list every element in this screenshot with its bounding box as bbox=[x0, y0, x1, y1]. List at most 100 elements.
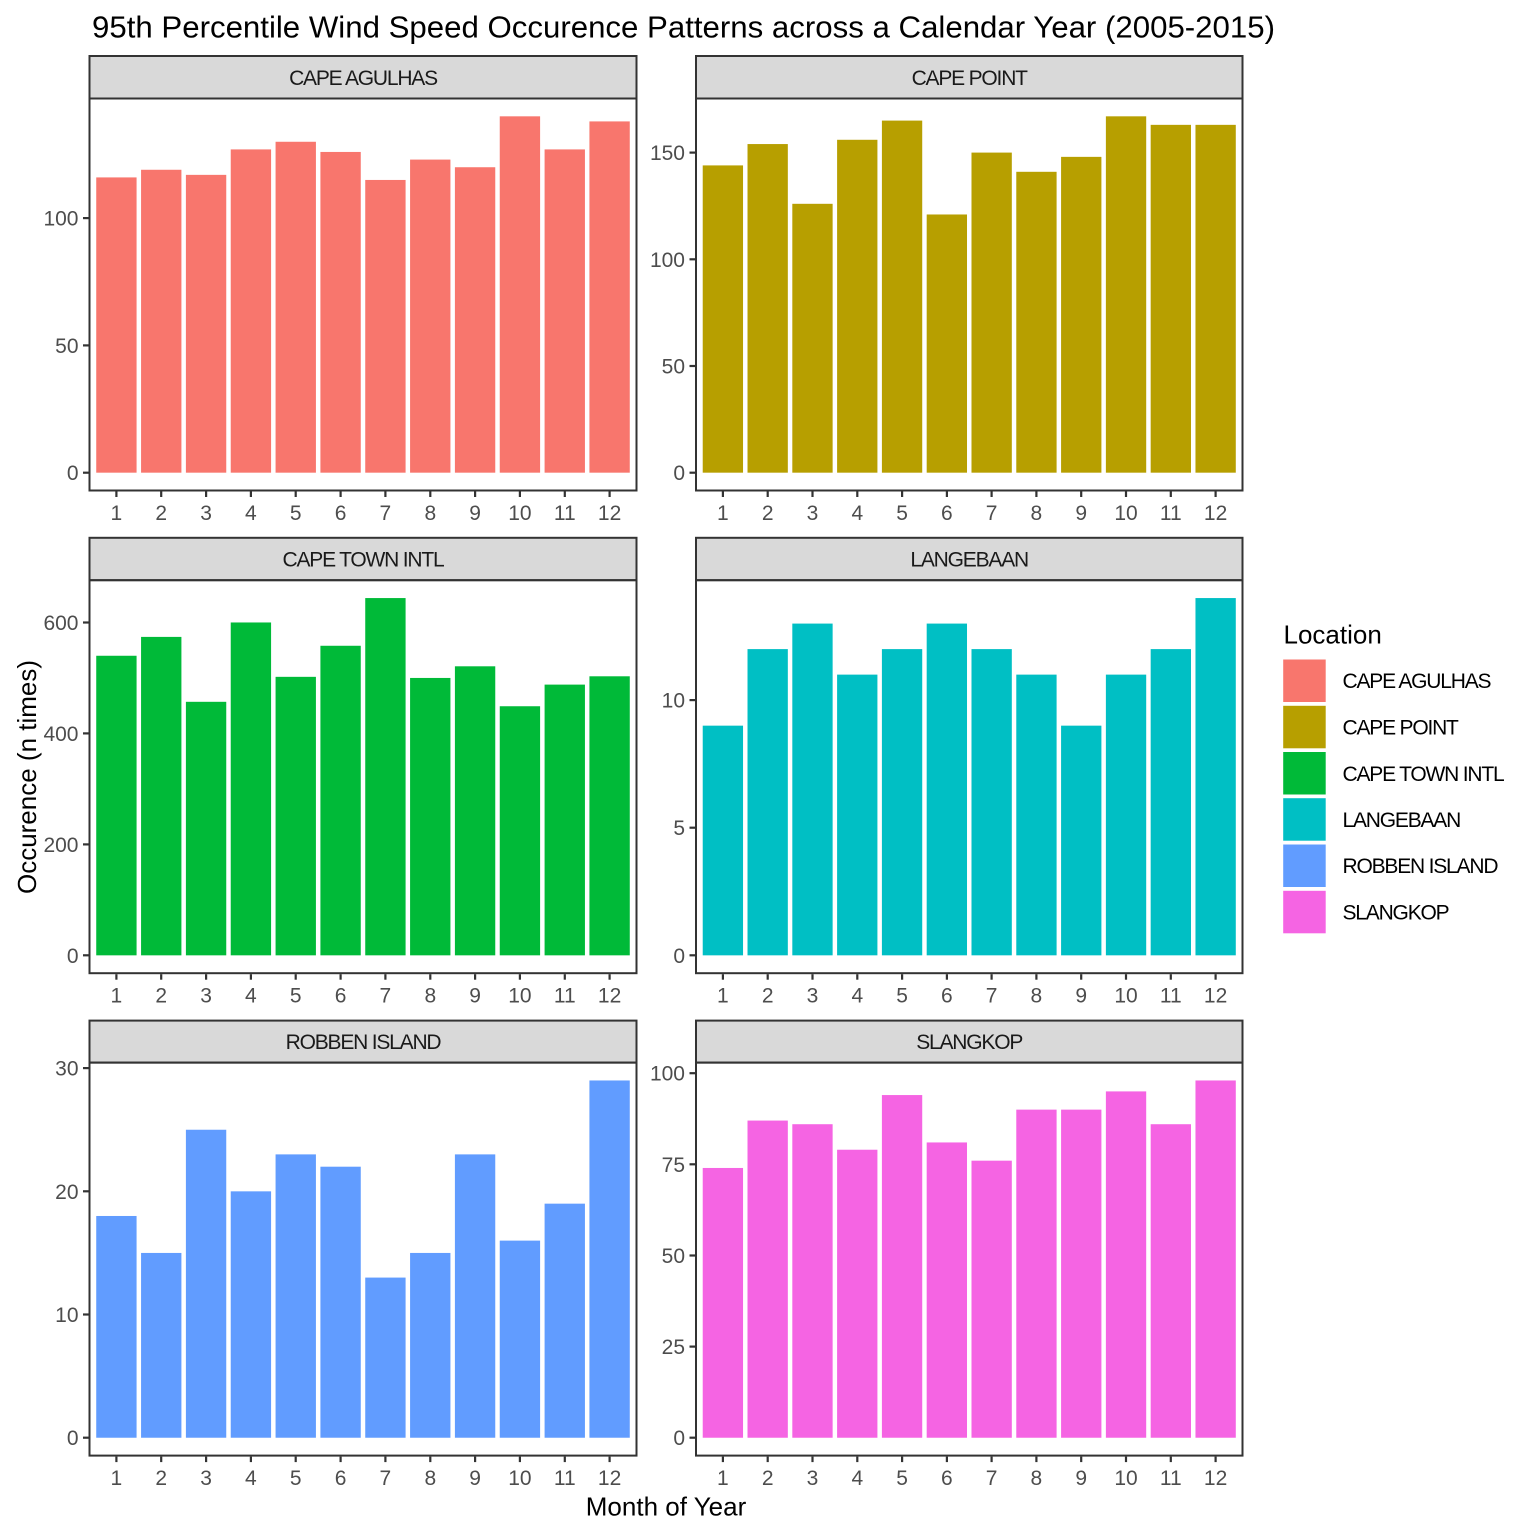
svg-text:11: 11 bbox=[554, 985, 576, 1008]
svg-text:7: 7 bbox=[986, 502, 998, 525]
svg-text:10: 10 bbox=[508, 985, 531, 1008]
svg-text:CAPE POINT: CAPE POINT bbox=[1343, 717, 1460, 740]
svg-text:8: 8 bbox=[1031, 502, 1043, 525]
svg-text:3: 3 bbox=[200, 1467, 212, 1490]
svg-text:6: 6 bbox=[941, 985, 953, 1008]
svg-text:150: 150 bbox=[650, 142, 685, 165]
svg-text:8: 8 bbox=[1031, 985, 1043, 1008]
svg-text:5: 5 bbox=[673, 817, 685, 840]
svg-text:600: 600 bbox=[43, 612, 78, 635]
svg-text:8: 8 bbox=[1031, 1467, 1043, 1490]
svg-text:5: 5 bbox=[290, 1467, 302, 1490]
svg-text:400: 400 bbox=[43, 723, 78, 746]
svg-text:12: 12 bbox=[1204, 1467, 1227, 1490]
svg-text:10: 10 bbox=[508, 1467, 531, 1490]
svg-text:0: 0 bbox=[673, 462, 685, 485]
svg-text:LANGEBAAN: LANGEBAAN bbox=[910, 549, 1028, 572]
svg-text:7: 7 bbox=[380, 985, 392, 1008]
svg-text:5: 5 bbox=[290, 985, 302, 1008]
svg-text:SLANGKOP: SLANGKOP bbox=[916, 1031, 1022, 1054]
svg-text:10: 10 bbox=[1114, 1467, 1137, 1490]
svg-text:4: 4 bbox=[245, 1467, 257, 1490]
svg-text:4: 4 bbox=[851, 985, 863, 1008]
svg-text:11: 11 bbox=[1160, 502, 1182, 525]
svg-text:5: 5 bbox=[290, 502, 302, 525]
svg-text:6: 6 bbox=[941, 1467, 953, 1490]
svg-text:100: 100 bbox=[650, 1063, 685, 1086]
svg-text:11: 11 bbox=[554, 1467, 576, 1490]
svg-text:ROBBEN ISLAND: ROBBEN ISLAND bbox=[286, 1031, 442, 1054]
svg-text:4: 4 bbox=[851, 1467, 863, 1490]
svg-text:9: 9 bbox=[1075, 1467, 1087, 1490]
svg-text:5: 5 bbox=[896, 502, 908, 525]
svg-text:LANGEBAAN: LANGEBAAN bbox=[1343, 809, 1461, 832]
svg-text:2: 2 bbox=[155, 1467, 167, 1490]
svg-text:0: 0 bbox=[67, 462, 79, 485]
svg-text:0: 0 bbox=[67, 1427, 79, 1450]
svg-text:12: 12 bbox=[598, 985, 621, 1008]
svg-text:9: 9 bbox=[469, 1467, 481, 1490]
svg-text:6: 6 bbox=[335, 985, 347, 1008]
svg-text:9: 9 bbox=[469, 502, 481, 525]
svg-text:3: 3 bbox=[200, 985, 212, 1008]
svg-text:6: 6 bbox=[335, 502, 347, 525]
svg-text:1: 1 bbox=[717, 985, 729, 1008]
svg-text:Location: Location bbox=[1284, 620, 1382, 650]
svg-text:2: 2 bbox=[155, 985, 167, 1008]
svg-text:12: 12 bbox=[1204, 985, 1227, 1008]
svg-text:50: 50 bbox=[662, 1245, 685, 1268]
svg-text:Occurence (n times): Occurence (n times) bbox=[12, 660, 42, 894]
svg-text:20: 20 bbox=[55, 1181, 78, 1204]
svg-text:10: 10 bbox=[1114, 985, 1137, 1008]
svg-text:10: 10 bbox=[662, 690, 685, 713]
svg-text:0: 0 bbox=[673, 1427, 685, 1450]
svg-text:25: 25 bbox=[662, 1336, 685, 1359]
svg-text:9: 9 bbox=[469, 985, 481, 1008]
svg-text:8: 8 bbox=[424, 1467, 436, 1490]
svg-text:SLANGKOP: SLANGKOP bbox=[1343, 902, 1449, 925]
svg-text:11: 11 bbox=[1160, 985, 1182, 1008]
svg-text:7: 7 bbox=[380, 1467, 392, 1490]
svg-text:7: 7 bbox=[380, 502, 392, 525]
svg-text:1: 1 bbox=[111, 985, 123, 1008]
svg-text:CAPE TOWN INTL: CAPE TOWN INTL bbox=[283, 549, 444, 572]
svg-text:5: 5 bbox=[896, 1467, 908, 1490]
svg-text:8: 8 bbox=[424, 985, 436, 1008]
svg-text:6: 6 bbox=[941, 502, 953, 525]
svg-text:3: 3 bbox=[807, 1467, 819, 1490]
svg-text:8: 8 bbox=[424, 502, 436, 525]
svg-text:50: 50 bbox=[55, 335, 78, 358]
svg-text:200: 200 bbox=[43, 834, 78, 857]
svg-text:5: 5 bbox=[896, 985, 908, 1008]
svg-text:100: 100 bbox=[43, 208, 78, 231]
svg-text:Month of Year: Month of Year bbox=[586, 1492, 747, 1522]
svg-text:CAPE AGULHAS: CAPE AGULHAS bbox=[289, 67, 438, 90]
svg-text:1: 1 bbox=[111, 502, 123, 525]
svg-text:9: 9 bbox=[1075, 502, 1087, 525]
svg-text:3: 3 bbox=[807, 985, 819, 1008]
svg-text:4: 4 bbox=[245, 985, 257, 1008]
svg-text:10: 10 bbox=[508, 502, 531, 525]
svg-text:12: 12 bbox=[1204, 502, 1227, 525]
svg-text:7: 7 bbox=[986, 1467, 998, 1490]
svg-text:CAPE AGULHAS: CAPE AGULHAS bbox=[1343, 670, 1492, 693]
svg-text:1: 1 bbox=[717, 1467, 729, 1490]
svg-text:1: 1 bbox=[111, 1467, 123, 1490]
svg-text:2: 2 bbox=[762, 502, 774, 525]
svg-text:10: 10 bbox=[55, 1304, 78, 1327]
svg-text:0: 0 bbox=[673, 945, 685, 968]
svg-text:3: 3 bbox=[807, 502, 819, 525]
svg-text:30: 30 bbox=[55, 1058, 78, 1081]
svg-text:75: 75 bbox=[662, 1154, 685, 1177]
svg-text:10: 10 bbox=[1114, 502, 1137, 525]
svg-text:4: 4 bbox=[851, 502, 863, 525]
svg-text:CAPE POINT: CAPE POINT bbox=[912, 67, 1029, 90]
svg-text:11: 11 bbox=[554, 502, 576, 525]
svg-text:2: 2 bbox=[762, 985, 774, 1008]
svg-text:7: 7 bbox=[986, 985, 998, 1008]
svg-text:12: 12 bbox=[598, 1467, 621, 1490]
svg-text:6: 6 bbox=[335, 1467, 347, 1490]
svg-text:9: 9 bbox=[1075, 985, 1087, 1008]
svg-text:100: 100 bbox=[650, 249, 685, 272]
svg-text:2: 2 bbox=[762, 1467, 774, 1490]
